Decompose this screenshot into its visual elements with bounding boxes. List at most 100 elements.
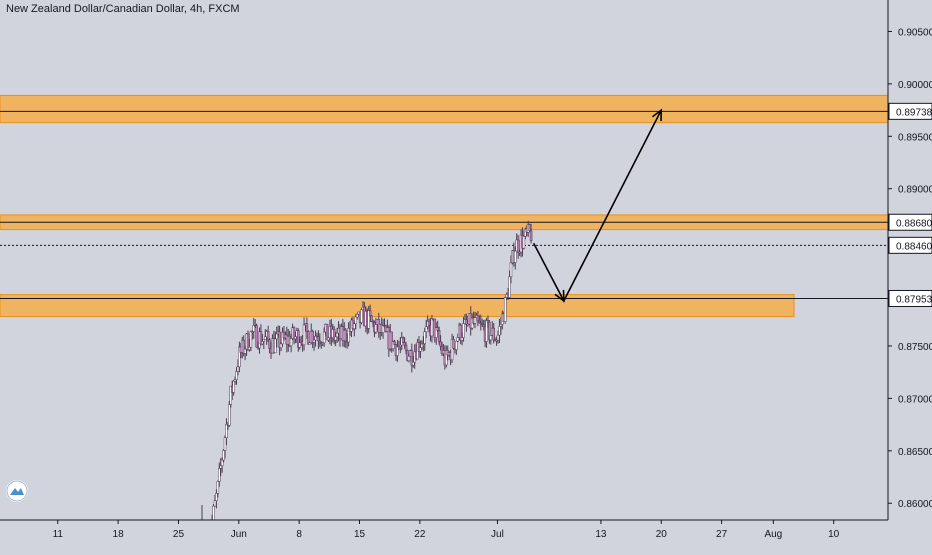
candle-body — [236, 366, 240, 372]
candle-body — [255, 325, 258, 348]
y-tick-label: 0.89000 — [898, 185, 932, 196]
zone-0 — [0, 94, 889, 124]
candle-body — [278, 331, 281, 349]
candle-body — [374, 324, 378, 333]
candle-body — [381, 325, 385, 333]
candle-body — [262, 339, 266, 342]
candle-body — [393, 341, 396, 345]
candle-body — [220, 459, 224, 467]
x-tick-label: 10 — [828, 529, 840, 540]
arrow-head-up — [652, 108, 663, 122]
candle-body — [492, 327, 495, 341]
candle-body — [268, 339, 271, 349]
candle-body — [488, 321, 491, 341]
price-axis — [888, 0, 932, 550]
candle-body — [514, 250, 517, 263]
candle-body — [305, 323, 309, 332]
candle-body — [213, 500, 217, 507]
candle-body — [434, 327, 438, 338]
candle-body — [302, 324, 306, 346]
candle-body — [509, 262, 513, 278]
candle-body — [528, 224, 531, 232]
y-tick-label: 0.90000 — [898, 80, 932, 91]
x-tick-label: 13 — [595, 529, 607, 540]
candle-body — [503, 297, 507, 323]
candle-body — [419, 347, 422, 352]
candle-body — [476, 315, 480, 322]
candle-body — [424, 326, 428, 333]
y-tick-label: 0.86500 — [898, 447, 932, 458]
candle-body — [455, 341, 458, 350]
y-tick-label: 0.86000 — [898, 499, 932, 510]
price-label-2: 0.88460 — [896, 241, 932, 252]
candle-body — [360, 309, 363, 323]
y-tick-label: 0.89500 — [898, 132, 932, 143]
candle-body — [322, 331, 326, 344]
candle-body — [396, 346, 399, 356]
candle-body — [252, 325, 256, 332]
price-label-box — [888, 289, 932, 307]
candle-body — [335, 332, 339, 338]
tradingview-logo-icon — [6, 480, 28, 502]
candle-body — [354, 316, 358, 325]
candle-body — [294, 336, 297, 340]
price-label-box — [888, 236, 932, 254]
projection-arrow — [532, 109, 662, 303]
candle-body — [403, 342, 406, 346]
candle-body — [264, 336, 267, 340]
x-tick-label: 25 — [173, 529, 185, 540]
candle-body — [279, 343, 283, 349]
candle-body — [489, 335, 493, 341]
candle-body — [235, 371, 238, 380]
candle-body — [327, 337, 330, 341]
x-tick-label: 18 — [113, 529, 125, 540]
y-tick-label: 0.90500 — [898, 27, 932, 38]
candle-body — [344, 329, 347, 342]
candle-body — [486, 320, 490, 323]
time-axis — [0, 520, 932, 550]
candle-body — [452, 338, 455, 349]
candle-body — [248, 346, 251, 351]
candle-body — [522, 236, 526, 249]
price-label-0: 0.89738 — [896, 107, 932, 118]
candle-body — [261, 341, 264, 345]
candle-body — [216, 481, 220, 494]
candle-body — [412, 361, 415, 366]
candle-body — [212, 505, 215, 521]
candle-body — [325, 323, 329, 341]
candle-body — [436, 327, 439, 331]
price-label-box — [888, 213, 932, 231]
candle-body — [274, 338, 277, 353]
x-tick-label: Jul — [491, 529, 504, 540]
x-tick-label: 15 — [354, 529, 366, 540]
candle-body — [482, 324, 485, 328]
candle-body — [355, 314, 359, 318]
candle-body — [275, 333, 278, 340]
candle-body — [298, 342, 301, 348]
x-tick-label: 27 — [716, 529, 728, 540]
candle-body — [401, 337, 405, 343]
candle-body — [465, 319, 468, 325]
candle-body — [508, 276, 511, 298]
candle-body — [307, 331, 310, 345]
candle-body — [219, 465, 222, 469]
candle-body — [334, 336, 337, 341]
candle-body — [456, 337, 460, 342]
candle-body — [437, 330, 441, 342]
candle-body — [225, 424, 228, 439]
candle-body — [473, 317, 477, 324]
candle-body — [423, 331, 426, 344]
candle-body — [317, 336, 320, 342]
candle-body — [516, 239, 520, 253]
candle-body — [318, 340, 322, 344]
candle-body — [312, 339, 316, 343]
candle-body — [390, 331, 393, 350]
candle-body — [222, 450, 225, 461]
x-tick-label: 11 — [53, 529, 64, 540]
candle-body — [249, 331, 253, 348]
candle-body — [496, 334, 500, 341]
candle-body — [314, 335, 317, 341]
candle-body — [529, 230, 533, 241]
